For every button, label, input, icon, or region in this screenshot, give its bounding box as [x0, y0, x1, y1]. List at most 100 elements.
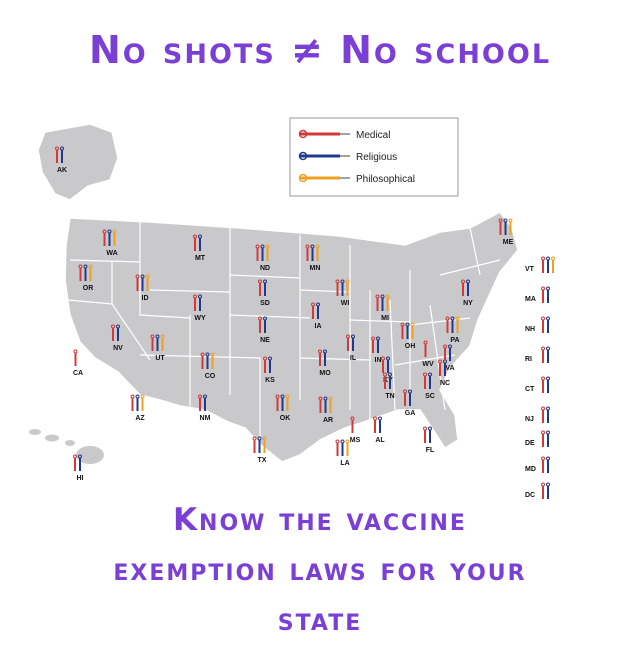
religious-syringe-icon — [198, 294, 202, 311]
religious-syringe-icon — [323, 396, 328, 413]
state-icons-ma — [541, 286, 550, 303]
religious-syringe-icon — [260, 244, 265, 261]
medical-syringe-icon — [130, 394, 135, 411]
state-icons-mi — [375, 294, 390, 311]
state-icons-ny — [461, 279, 470, 296]
religious-syringe-icon — [546, 406, 550, 423]
state-icons-md — [541, 456, 550, 473]
state-label-wa: WA — [106, 250, 117, 257]
religious-syringe-icon — [135, 394, 140, 411]
state-icons-in — [371, 336, 380, 353]
religious-syringe-icon — [388, 372, 392, 389]
footer-line-2: exemption laws for your — [113, 552, 527, 588]
philosophical-syringe-icon — [140, 394, 145, 411]
religious-syringe-icon — [83, 264, 88, 281]
state-label-ak: AK — [57, 167, 67, 174]
state-label-nv: NV — [113, 345, 123, 352]
philosophical-syringe-icon — [262, 436, 267, 453]
medical-syringe-icon — [200, 352, 205, 369]
state-icons-ak — [55, 146, 64, 163]
medical-syringe-icon — [400, 322, 405, 339]
state-label-az: AZ — [135, 415, 145, 422]
medical-syringe-icon — [383, 372, 387, 389]
state-label-la: LA — [340, 460, 349, 467]
philosophical-syringe-icon — [455, 316, 460, 333]
state-icons-nj — [541, 406, 550, 423]
state-icons-ok — [275, 394, 290, 411]
religious-syringe-icon — [340, 279, 345, 296]
religious-syringe-icon — [340, 439, 345, 456]
state-icons-id — [135, 274, 150, 291]
state-label-wi: WI — [341, 300, 350, 307]
state-icons-ne — [258, 316, 267, 333]
state-label-ne: NE — [260, 337, 270, 344]
state-label-nc: NC — [440, 380, 450, 387]
us-exemption-map: Medical Religious Philosophical AK HI WA OR CA… — [29, 117, 555, 499]
philosophical-syringe-icon — [508, 218, 513, 235]
medical-syringe-icon — [541, 456, 545, 473]
footer-line-3: state — [277, 602, 363, 638]
medical-syringe-icon — [541, 406, 545, 423]
state-icons-az — [130, 394, 145, 411]
state-icons-sc — [423, 372, 432, 389]
state-icons-nc — [438, 359, 447, 376]
state-icons-dc — [541, 482, 550, 499]
medical-syringe-icon — [541, 482, 545, 499]
state-label-ga: GA — [405, 410, 416, 417]
map-legend: Medical Religious Philosophical — [289, 117, 459, 197]
religious-syringe-icon — [376, 336, 380, 353]
religious-syringe-icon — [450, 316, 455, 333]
philosophical-syringe-icon — [145, 274, 150, 291]
medical-syringe-icon — [73, 454, 77, 471]
medical-syringe-icon — [541, 430, 545, 447]
religious-syringe-icon — [257, 436, 262, 453]
religious-syringe-icon — [198, 234, 202, 251]
state-exemption-icons — [55, 146, 555, 499]
philosophical-syringe-icon — [315, 244, 320, 261]
legend-label: Medical — [356, 130, 390, 141]
medical-syringe-icon — [198, 394, 202, 411]
religious-syringe-icon — [316, 302, 320, 319]
religious-syringe-icon — [408, 389, 412, 406]
state-label-mn: MN — [310, 265, 321, 272]
legend-item-religious: Religious — [298, 151, 397, 163]
state-label-or: OR — [83, 285, 94, 292]
medical-syringe-icon — [371, 336, 375, 353]
state-label-sd: SD — [260, 300, 270, 307]
medical-syringe-icon — [498, 218, 503, 235]
medical-syringe-icon — [258, 316, 262, 333]
religious-syringe-icon — [155, 334, 160, 351]
state-label-me: ME — [503, 239, 514, 246]
medical-syringe-icon — [541, 256, 545, 273]
philosophical-syringe-icon — [385, 294, 390, 311]
state-icons-ky — [381, 356, 390, 373]
state-label-ny: NY — [463, 300, 473, 307]
state-label-ri: RI — [525, 356, 532, 363]
state-icons-il — [346, 334, 355, 351]
state-icons-mt — [193, 234, 202, 251]
state-label-de: DE — [525, 440, 535, 447]
medical-syringe-icon — [381, 356, 385, 373]
medical-syringe-icon — [111, 324, 115, 341]
state-icons-vt — [541, 256, 555, 273]
medical-syringe-icon — [135, 274, 140, 291]
religious-syringe-icon — [405, 322, 410, 339]
philosophical-syringe-icon — [112, 229, 117, 246]
state-icons-wi — [335, 279, 350, 296]
state-label-hi: HI — [77, 475, 84, 482]
state-label-pa: PA — [450, 337, 459, 344]
state-icons-tn — [383, 372, 392, 389]
medical-syringe-icon — [258, 279, 262, 296]
state-label-wv: WV — [422, 361, 434, 368]
philosophical-syringe-icon — [345, 439, 350, 456]
religious-syringe-icon — [107, 229, 112, 246]
medical-syringe-icon — [78, 264, 83, 281]
state-labels: AK HI WA OR CA NV ID MT WY UT AZ CO NM ND SD NE KS OK TX MN… — [57, 167, 536, 499]
medical-syringe-icon — [346, 334, 350, 351]
syringe-icon — [298, 151, 350, 161]
state-icons-ut — [150, 334, 165, 351]
state-icons-hi — [73, 454, 82, 471]
state-label-ar: AR — [323, 417, 333, 424]
state-label-nj: NJ — [525, 416, 534, 423]
medical-syringe-icon — [443, 344, 447, 361]
